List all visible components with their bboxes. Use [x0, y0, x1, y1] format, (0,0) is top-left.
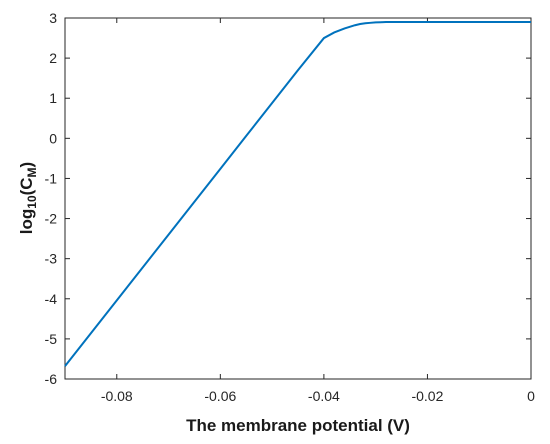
- y-axis-title-subscript-m: M: [25, 167, 39, 177]
- series-line: [64, 21, 531, 367]
- y-axis-title-paren-open: (C: [17, 177, 36, 195]
- y-tick-label: -1: [45, 170, 58, 186]
- y-axis-title: log10(CM): [17, 162, 39, 234]
- y-tick-label: 1: [49, 90, 57, 106]
- x-tick-label: -0.02: [411, 388, 443, 404]
- x-tick-label: -0.08: [101, 388, 133, 404]
- y-tick-label: -3: [45, 251, 58, 267]
- y-axis-title-subscript-10: 10: [25, 195, 39, 209]
- x-tick-label: 0: [527, 388, 535, 404]
- y-tick-label: -6: [45, 371, 58, 387]
- x-axis-title: The membrane potential (V): [186, 416, 410, 435]
- x-tick-label: -0.06: [204, 388, 236, 404]
- x-tick-label: -0.04: [308, 388, 340, 404]
- plot-area-frame: [64, 17, 532, 380]
- y-tick-label: -4: [45, 291, 58, 307]
- x-axis-ticks: -0.08 -0.06 -0.04 -0.02 0: [101, 18, 535, 404]
- y-tick-label: -5: [45, 331, 58, 347]
- y-tick-label: 0: [49, 130, 57, 146]
- y-tick-label: 2: [49, 50, 57, 66]
- y-tick-label: 3: [49, 10, 57, 26]
- y-tick-label: -2: [45, 211, 58, 227]
- y-axis-ticks: -6 -5 -4 -3 -2 -1 0 1 2 3: [45, 10, 531, 387]
- y-axis-title-main: log: [17, 209, 36, 235]
- y-axis-title-paren-close: ): [17, 162, 36, 168]
